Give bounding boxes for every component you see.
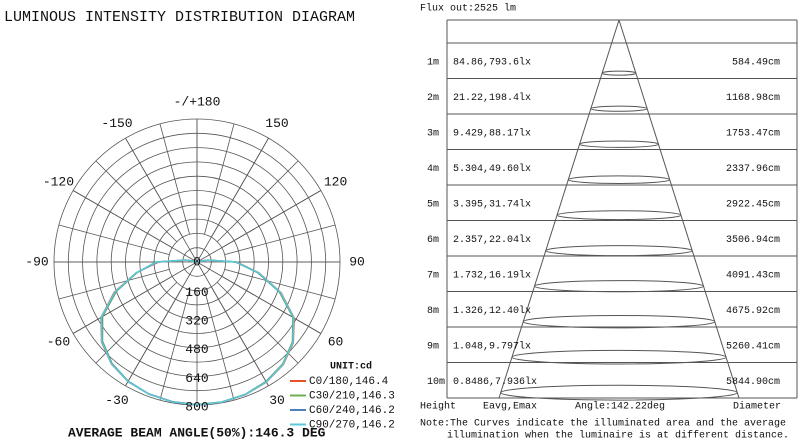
row-height: 9m bbox=[427, 341, 439, 352]
angle-grid bbox=[196, 261, 269, 387]
row-diameter: 4091.43cm bbox=[726, 270, 780, 281]
row-illuminance: 84.86,793.6lx bbox=[453, 56, 531, 68]
legend-label: C90/270,146.2 bbox=[309, 419, 395, 431]
beam-angle: AVERAGE BEAM ANGLE(50%):146.3 DEG bbox=[68, 425, 326, 440]
row-diameter: 2922.45cm bbox=[726, 199, 780, 210]
row-illuminance: 21.22,198.4lx bbox=[453, 92, 531, 104]
row-height: 4m bbox=[427, 164, 439, 175]
angle-label: -120 bbox=[43, 174, 74, 189]
angle-grid bbox=[196, 137, 269, 263]
note-line: Note:The Curves indicate the illuminated… bbox=[420, 418, 786, 430]
spoke bbox=[159, 289, 190, 401]
row-illuminance: 3.395,31.74lx bbox=[453, 198, 531, 210]
angle-grid bbox=[125, 137, 198, 263]
beam-ellipse bbox=[601, 70, 637, 76]
row-illuminance: 1.048,9.797lx bbox=[453, 340, 531, 352]
row-illuminance: 9.429,88.17lx bbox=[453, 127, 531, 139]
row-illuminance: 2.357,22.04lx bbox=[453, 234, 531, 246]
row-height: 5m bbox=[427, 199, 439, 210]
angle-label: 90 bbox=[349, 254, 365, 269]
row-height: 1m bbox=[427, 57, 439, 68]
r-tick-label: 800 bbox=[185, 399, 208, 414]
spoke bbox=[159, 123, 190, 235]
flux-label: Flux out:2525 lm bbox=[420, 3, 516, 15]
row-illuminance: 5.304,49.60lx bbox=[453, 163, 531, 175]
row-diameter: 2337.96cm bbox=[726, 164, 780, 175]
spoke bbox=[224, 224, 336, 255]
row-height: 6m bbox=[427, 235, 439, 246]
angle-label: 30 bbox=[269, 393, 285, 408]
row-diameter: 1753.47cm bbox=[726, 128, 780, 139]
r-tick-label: 160 bbox=[185, 285, 208, 300]
row-diameter: 3506.94cm bbox=[726, 235, 780, 246]
spoke bbox=[95, 160, 178, 243]
row-height: 10m bbox=[427, 377, 445, 388]
spoke bbox=[204, 123, 235, 235]
beam-ellipse bbox=[500, 384, 738, 401]
spoke bbox=[58, 269, 170, 300]
r-tick-label: 320 bbox=[185, 314, 208, 329]
spoke bbox=[216, 160, 299, 243]
row-height: 3m bbox=[427, 128, 439, 139]
beam-ellipse bbox=[511, 349, 727, 365]
angle-label: -150 bbox=[101, 116, 132, 131]
angle-grid bbox=[72, 190, 198, 263]
beam-ellipse bbox=[534, 280, 704, 293]
row-height: 8m bbox=[427, 306, 439, 317]
row-diameter: 584.49cm bbox=[732, 57, 780, 68]
angle-label: -30 bbox=[105, 393, 128, 408]
row-illuminance: 0.8486,7.936lx bbox=[453, 376, 537, 388]
footer-height: Height bbox=[420, 401, 456, 413]
spoke bbox=[216, 281, 299, 364]
footer-diameter: Diameter bbox=[733, 401, 781, 413]
intensity-curve bbox=[100, 259, 295, 406]
row-diameter: 5260.41cm bbox=[726, 341, 780, 352]
r-tick-label: 640 bbox=[185, 371, 208, 386]
row-diameter: 4675.92cm bbox=[726, 306, 780, 317]
spoke bbox=[224, 269, 336, 300]
row-diameter: 1168.98cm bbox=[726, 93, 780, 104]
spoke bbox=[95, 281, 178, 364]
beam-ellipse bbox=[556, 210, 682, 221]
chart-title: LUMINOUS INTENSITY DISTRIBUTION DIAGRAM bbox=[4, 9, 355, 26]
row-illuminance: 1.326,12.40lx bbox=[453, 305, 531, 317]
legend-label: C0/180,146.4 bbox=[309, 376, 389, 388]
footer-angle: Angle:142.22deg bbox=[575, 401, 665, 413]
angle-label: 150 bbox=[265, 116, 288, 131]
cone-edge bbox=[618, 19, 740, 399]
angle-label: 120 bbox=[324, 174, 347, 189]
unit-label: UNIT:cd bbox=[330, 361, 372, 373]
angle-grid bbox=[125, 261, 198, 387]
row-diameter: 5844.90cm bbox=[726, 377, 780, 388]
row-height: 2m bbox=[427, 93, 439, 104]
cone-edge bbox=[498, 19, 620, 399]
beam-ellipse bbox=[522, 314, 716, 329]
note-line: illumination when the luminaire is at di… bbox=[447, 430, 789, 440]
beam-ellipse bbox=[579, 140, 659, 148]
r-tick-label: 480 bbox=[185, 342, 208, 357]
row-illuminance: 1.732,16.19lx bbox=[453, 269, 531, 281]
angle-label: -/+180 bbox=[174, 94, 221, 109]
spoke bbox=[204, 289, 235, 401]
spoke bbox=[58, 224, 170, 255]
row-height: 7m bbox=[427, 270, 439, 281]
angle-label: -90 bbox=[25, 254, 48, 269]
angle-label: 60 bbox=[328, 334, 344, 349]
legend-label: C60/240,146.2 bbox=[309, 405, 395, 417]
footer-eavg: Eavg,Emax bbox=[483, 402, 537, 413]
beam-ellipse bbox=[567, 175, 671, 184]
legend-label: C30/210,146.3 bbox=[309, 390, 395, 402]
r-tick-label: 0 bbox=[193, 254, 201, 269]
angle-grid bbox=[72, 261, 198, 334]
beam-ellipse bbox=[590, 105, 648, 112]
beam-ellipse bbox=[545, 245, 693, 257]
angle-label: -60 bbox=[47, 334, 70, 349]
angle-grid bbox=[196, 261, 322, 334]
angle-grid bbox=[196, 190, 322, 263]
